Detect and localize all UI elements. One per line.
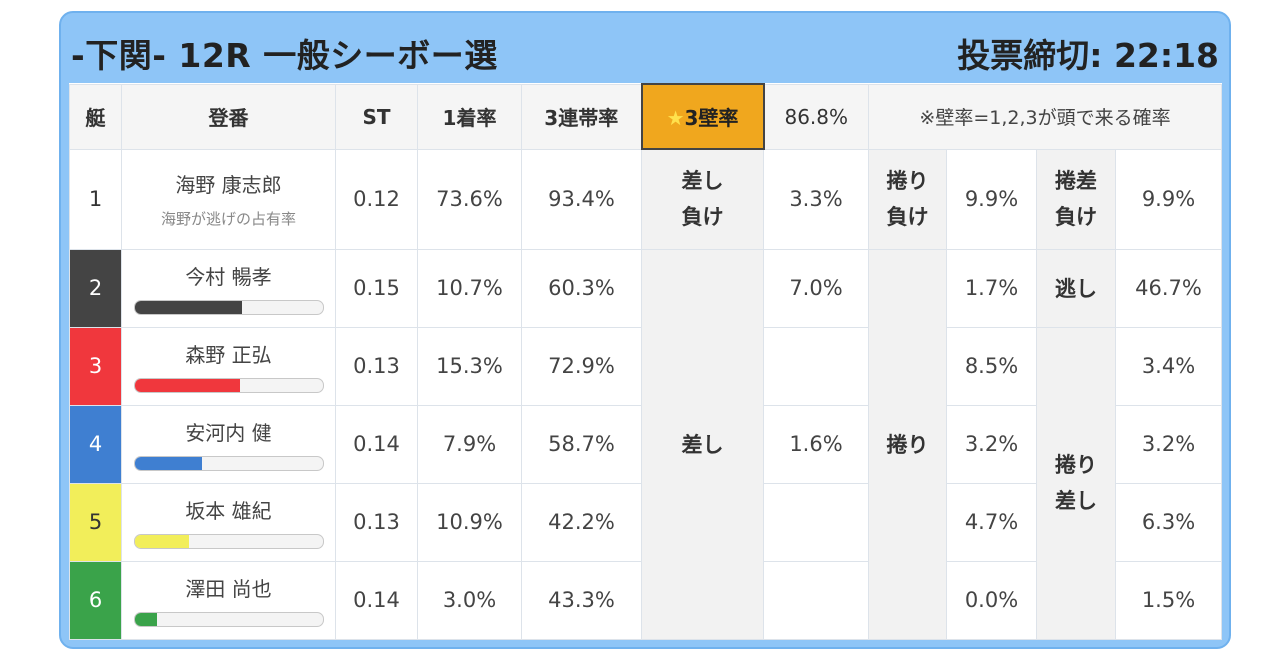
racer-name: 澤田 尚也 <box>185 577 272 601</box>
lane-number: 4 <box>69 404 122 484</box>
makuri-make-label: 捲り 負け <box>868 148 947 250</box>
sashi-make-label: 差し 負け <box>641 148 764 250</box>
racer-name: 今村 暢孝 <box>185 265 272 289</box>
racer-cell: 坂本 雄紀 <box>121 482 336 562</box>
makuri-value: 3.2% <box>946 404 1037 484</box>
top3-rate: 42.2% <box>521 482 642 562</box>
makuri-value: 0.0% <box>946 560 1037 640</box>
st-value: 0.15 <box>335 248 418 328</box>
win-rate: 7.9% <box>417 404 522 484</box>
racer-cell: 澤田 尚也 <box>121 560 336 640</box>
makurisashi-value: 6.3% <box>1115 482 1222 562</box>
racer-name: 森野 正弘 <box>185 343 272 367</box>
racer-cell: 今村 暢孝 <box>121 248 336 328</box>
header-row: 艇 登番 ST 1着率 3連帯率 ★3壁率 86.8% ※壁率=1,2,3が頭で… <box>69 83 1222 150</box>
win-rate: 3.0% <box>417 560 522 640</box>
lane-number: 5 <box>69 482 122 562</box>
racer-bar-fill <box>134 457 203 470</box>
racer-bar <box>133 534 324 549</box>
col-top3: 3連帯率 <box>521 83 642 150</box>
sashi-label: 差し <box>641 248 764 640</box>
wall-note: ※壁率=1,2,3が頭で来る確率 <box>868 83 1222 150</box>
racer-bar-fill <box>134 535 190 548</box>
nige-label: 逃し <box>1036 248 1116 328</box>
sashi-value <box>763 560 869 640</box>
col-racer: 登番 <box>121 83 336 150</box>
racer-cell: 安河内 健 <box>121 404 336 484</box>
st-value: 0.14 <box>335 560 418 640</box>
sashi-value <box>763 482 869 562</box>
race-table: 艇 登番 ST 1着率 3連帯率 ★3壁率 86.8% ※壁率=1,2,3が頭で… <box>69 83 1222 640</box>
racer-bar <box>133 612 324 627</box>
st-value: 0.13 <box>335 326 418 406</box>
makurisashi-make-value: 9.9% <box>1115 148 1222 250</box>
lane-number: 6 <box>69 560 122 640</box>
racer-bar-fill <box>134 379 240 392</box>
top3-rate: 72.9% <box>521 326 642 406</box>
lane-number: 3 <box>69 326 122 406</box>
sashi-value: 1.6% <box>763 404 869 484</box>
racer-subtext: 海野が逃げの占有率 <box>160 210 296 228</box>
makurisashi-make-label: 捲差 負け <box>1036 148 1116 250</box>
col-st: ST <box>335 83 418 150</box>
wall-rate-value: 86.8% <box>763 83 869 150</box>
racer-name: 安河内 健 <box>185 421 272 445</box>
racer-bar <box>133 378 324 393</box>
makuri-value: 8.5% <box>946 326 1037 406</box>
col-lane: 艇 <box>69 83 122 150</box>
table-row: 5 坂本 雄紀 0.13 10.9% 42.2% 4.7% 6.3% <box>69 482 1222 562</box>
win-rate: 10.7% <box>417 248 522 328</box>
st-value: 0.12 <box>335 148 418 250</box>
sashi-make-value: 3.3% <box>763 148 869 250</box>
top3-rate: 43.3% <box>521 560 642 640</box>
top3-rate: 93.4% <box>521 148 642 250</box>
sashi-value <box>763 326 869 406</box>
table-row: 1 海野 康志郎 海野が逃げの占有率 0.12 73.6% 93.4% 差し 負け… <box>69 148 1222 250</box>
makuri-label: 捲り <box>868 248 947 640</box>
race-card: -下関- 12R 一般シーボー選 投票締切: 22:18 艇 登番 ST 1着率… <box>59 11 1231 649</box>
racer-name: 坂本 雄紀 <box>185 499 272 523</box>
makuri-make-value: 9.9% <box>946 148 1037 250</box>
nige-value: 46.7% <box>1115 248 1222 328</box>
racer-bar-fill <box>134 301 242 314</box>
lane-number: 2 <box>69 248 122 328</box>
win-rate: 15.3% <box>417 326 522 406</box>
makurisashi-value: 1.5% <box>1115 560 1222 640</box>
lane-number: 1 <box>69 148 122 250</box>
race-title: -下関- 12R 一般シーボー選 <box>71 36 498 75</box>
makuri-value: 4.7% <box>946 482 1037 562</box>
wall-rate-label: ★3壁率 <box>640 83 765 150</box>
racer-cell: 海野 康志郎 海野が逃げの占有率 <box>121 148 336 250</box>
racer-bar <box>133 456 324 471</box>
sashi-value: 7.0% <box>763 248 869 328</box>
win-rate: 10.9% <box>417 482 522 562</box>
st-value: 0.14 <box>335 404 418 484</box>
win-rate: 73.6% <box>417 148 522 250</box>
racer-name: 海野 康志郎 <box>175 173 282 197</box>
top3-rate: 60.3% <box>521 248 642 328</box>
table-row: 2 今村 暢孝 0.15 10.7% 60.3% 差し 7.0% 捲り 1.7%… <box>69 248 1222 640</box>
racer-cell: 森野 正弘 <box>121 326 336 406</box>
racer-bar <box>133 300 324 315</box>
makuri-value: 1.7% <box>946 248 1037 328</box>
star-icon: ★ <box>666 106 685 130</box>
table-row: 3 森野 正弘 0.13 15.3% 72.9% 8.5% 捲り 差し 3.4% <box>69 326 1222 640</box>
col-win: 1着率 <box>417 83 522 150</box>
racer-bar-fill <box>134 613 158 626</box>
st-value: 0.13 <box>335 482 418 562</box>
table-row: 6 澤田 尚也 0.14 3.0% 43.3% 0.0% 1.5% <box>69 560 1222 640</box>
makurisashi-label: 捲り 差し <box>1036 326 1116 640</box>
top3-rate: 58.7% <box>521 404 642 484</box>
makurisashi-value: 3.2% <box>1115 404 1222 484</box>
deadline: 投票締切: 22:18 <box>957 36 1219 75</box>
makurisashi-value: 3.4% <box>1115 326 1222 406</box>
